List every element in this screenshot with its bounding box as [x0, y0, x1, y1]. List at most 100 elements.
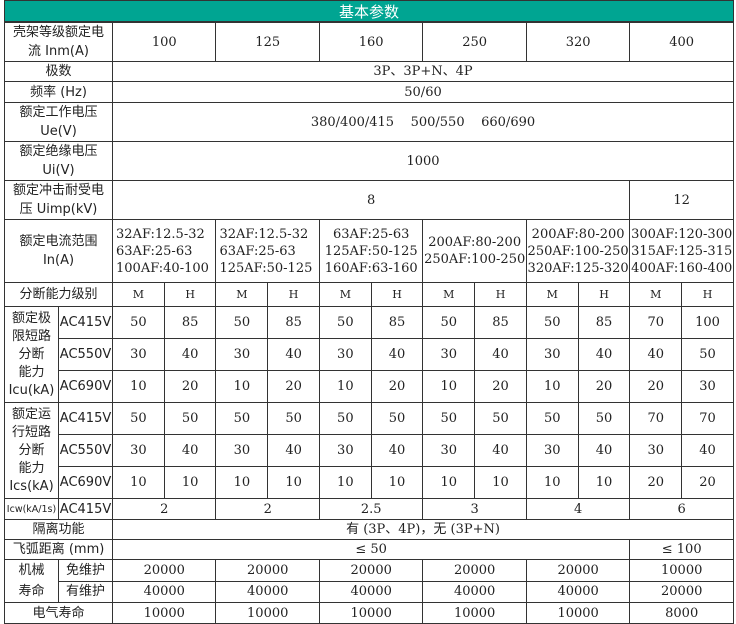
icu-value: 85 — [370, 306, 424, 339]
mech-life-value: 20000 — [215, 559, 320, 582]
ics-value: 50 — [525, 402, 579, 435]
ics-value: 10 — [215, 466, 269, 499]
mech-life-value: 40000 — [318, 580, 424, 603]
ics-row: AC550V 30 40 30 40 30 40 30 40 30 40 30 40 — [5, 434, 734, 467]
ics-row: AC690V 10 10 10 10 10 10 10 10 10 10 20 20 — [5, 466, 734, 499]
icu-value: 30 — [112, 338, 165, 371]
frame-current-row: 壳架等级额定电 流 Inm(A) 100 125 160 250 320 400 — [3, 22, 734, 62]
icw-row: Icw(kA/1s) AC415V 2 2 2.5 3 4 6 — [4, 498, 734, 520]
ics-value: 70 — [629, 402, 683, 435]
icu-value: 10 — [318, 370, 372, 403]
frequency-row: 频率 (Hz) 50/60 — [3, 81, 734, 103]
icu-value: 20 — [267, 370, 320, 403]
ics-value: 10 — [422, 466, 476, 499]
table-title: 基本参数 — [4, 0, 734, 22]
poles-row: 极数 3P、3P+N、4P — [3, 61, 734, 82]
icu-value: 85 — [474, 306, 527, 339]
icu-value: 70 — [629, 306, 683, 339]
icu-value: 50 — [112, 306, 165, 339]
uimp-row: 额定冲击耐受电 压 Uimp(kV) 8 12 — [3, 180, 734, 220]
ics-value: 10 — [370, 466, 424, 499]
icu-value: 30 — [681, 370, 734, 403]
icu-value: 10 — [112, 370, 165, 403]
icu-value: 20 — [163, 370, 217, 403]
breaking-level-value: H — [370, 282, 424, 307]
icw-value: 6 — [629, 498, 734, 520]
icu-value: 100 — [681, 306, 734, 339]
breaking-level-value: H — [681, 282, 734, 307]
row-label: 额定工作电压 Ue(V) — [3, 102, 114, 142]
mech-life-value: 40000 — [422, 580, 527, 603]
mech-life-value: 10000 — [629, 559, 734, 582]
breaking-level-value: M — [525, 282, 579, 307]
parameter-table: 壳架等级额定电 流 Inm(A) 100 125 160 250 320 400 极数 3P、3… — [3, 22, 734, 624]
icu-value: 50 — [525, 306, 579, 339]
ui-row: 额定绝缘电压 Ui(V) 1000 — [3, 141, 734, 181]
mech-life-value: 20000 — [112, 559, 217, 582]
ics-value: 50 — [112, 402, 165, 435]
icu-value: 85 — [267, 306, 320, 339]
ics-value: 40 — [681, 434, 734, 467]
ics-value: 20 — [629, 466, 683, 499]
ics-value: 40 — [577, 434, 631, 467]
ics-value: 50 — [370, 402, 424, 435]
row-label: 额定电流范围 In(A) — [3, 219, 114, 283]
elec-life-value: 10000 — [215, 602, 320, 624]
voltage-label: AC550V — [57, 338, 114, 371]
icu-value: 85 — [577, 306, 631, 339]
ics-value: 50 — [215, 402, 269, 435]
in-range-value: 200AF:80-200 250AF:100-250 — [422, 219, 527, 283]
ics-value: 30 — [318, 434, 372, 467]
icu-value: 40 — [629, 338, 683, 371]
isolation-value: 有 (3P、4P)，无 (3P+N) — [112, 519, 734, 540]
elec-life-value: 10000 — [422, 602, 527, 624]
icu-value: 30 — [422, 338, 476, 371]
row-label: 频率 (Hz) — [3, 81, 114, 103]
in-range-value: 200AF:80-200 250AF:100-250 320AF:125-320 — [525, 219, 631, 283]
row-label: 飞弧距离 (mm) — [3, 539, 114, 560]
ics-value: 10 — [112, 466, 165, 499]
ics-value: 50 — [318, 402, 372, 435]
ui-value: 1000 — [112, 141, 734, 181]
row-label: 壳架等级额定电 流 Inm(A) — [3, 22, 114, 62]
icu-row: 额定极 限短路 分断 能力 Icu(kA) AC415V 50 85 50 85 50 85 5… — [4, 306, 734, 403]
ics-value: 70 — [681, 402, 734, 435]
elec-life-row: 电气寿命 10000 10000 10000 10000 10000 8000 — [3, 602, 734, 624]
icu-value: 50 — [422, 306, 476, 339]
breaking-level-row: 分断能力级别 M H M H M H M H M H M H — [3, 282, 734, 307]
ics-value: 10 — [525, 466, 579, 499]
ics-value: 40 — [474, 434, 527, 467]
row-label: 额定冲击耐受电 压 Uimp(kV) — [3, 180, 114, 220]
icu-value: 50 — [215, 306, 269, 339]
parameter-sheet: 基本参数 壳架等级额定电 流 Inm(A) 100 125 160 250 320 400 极… — [3, 0, 734, 624]
icu-value: 30 — [318, 338, 372, 371]
row-label: Icw(kA/1s) — [4, 498, 59, 520]
frame-current-value: 100 — [112, 22, 217, 62]
ics-value: 10 — [474, 466, 527, 499]
ics-value: 10 — [577, 466, 631, 499]
ue-row: 额定工作电压 Ue(V) 380/400/415 500/550 660/690 — [3, 102, 734, 142]
frame-current-value: 250 — [422, 22, 527, 62]
icu-value: 10 — [525, 370, 579, 403]
breaking-level-value: H — [577, 282, 631, 307]
ics-value: 50 — [577, 402, 631, 435]
row-label: 机械 寿命 — [4, 559, 59, 603]
icw-value: 2 — [112, 498, 217, 520]
ics-value: 10 — [267, 466, 320, 499]
frame-current-value: 400 — [629, 22, 734, 62]
breaking-level-value: M — [215, 282, 269, 307]
icu-row: AC550V 30 40 30 40 30 40 30 40 30 40 40 50 — [5, 338, 734, 371]
ics-value: 30 — [525, 434, 579, 467]
breaking-level-value: H — [163, 282, 217, 307]
row-label: 额定绝缘电压 Ui(V) — [3, 141, 114, 181]
icu-value: 20 — [577, 370, 631, 403]
in-range-value: 32AF:12.5-32 63AF:25-63 100AF:40-100 — [112, 219, 217, 283]
ics-value: 50 — [163, 402, 217, 435]
icu-value: 50 — [318, 306, 372, 339]
isolation-row: 隔离功能有 (3P、4P)，无 (3P+N) — [3, 519, 734, 540]
ics-value: 10 — [163, 466, 217, 499]
mech-life-value: 20000 — [422, 559, 527, 582]
icu-value: 30 — [525, 338, 579, 371]
frame-current-value: 125 — [215, 22, 320, 62]
ics-value: 30 — [215, 434, 269, 467]
